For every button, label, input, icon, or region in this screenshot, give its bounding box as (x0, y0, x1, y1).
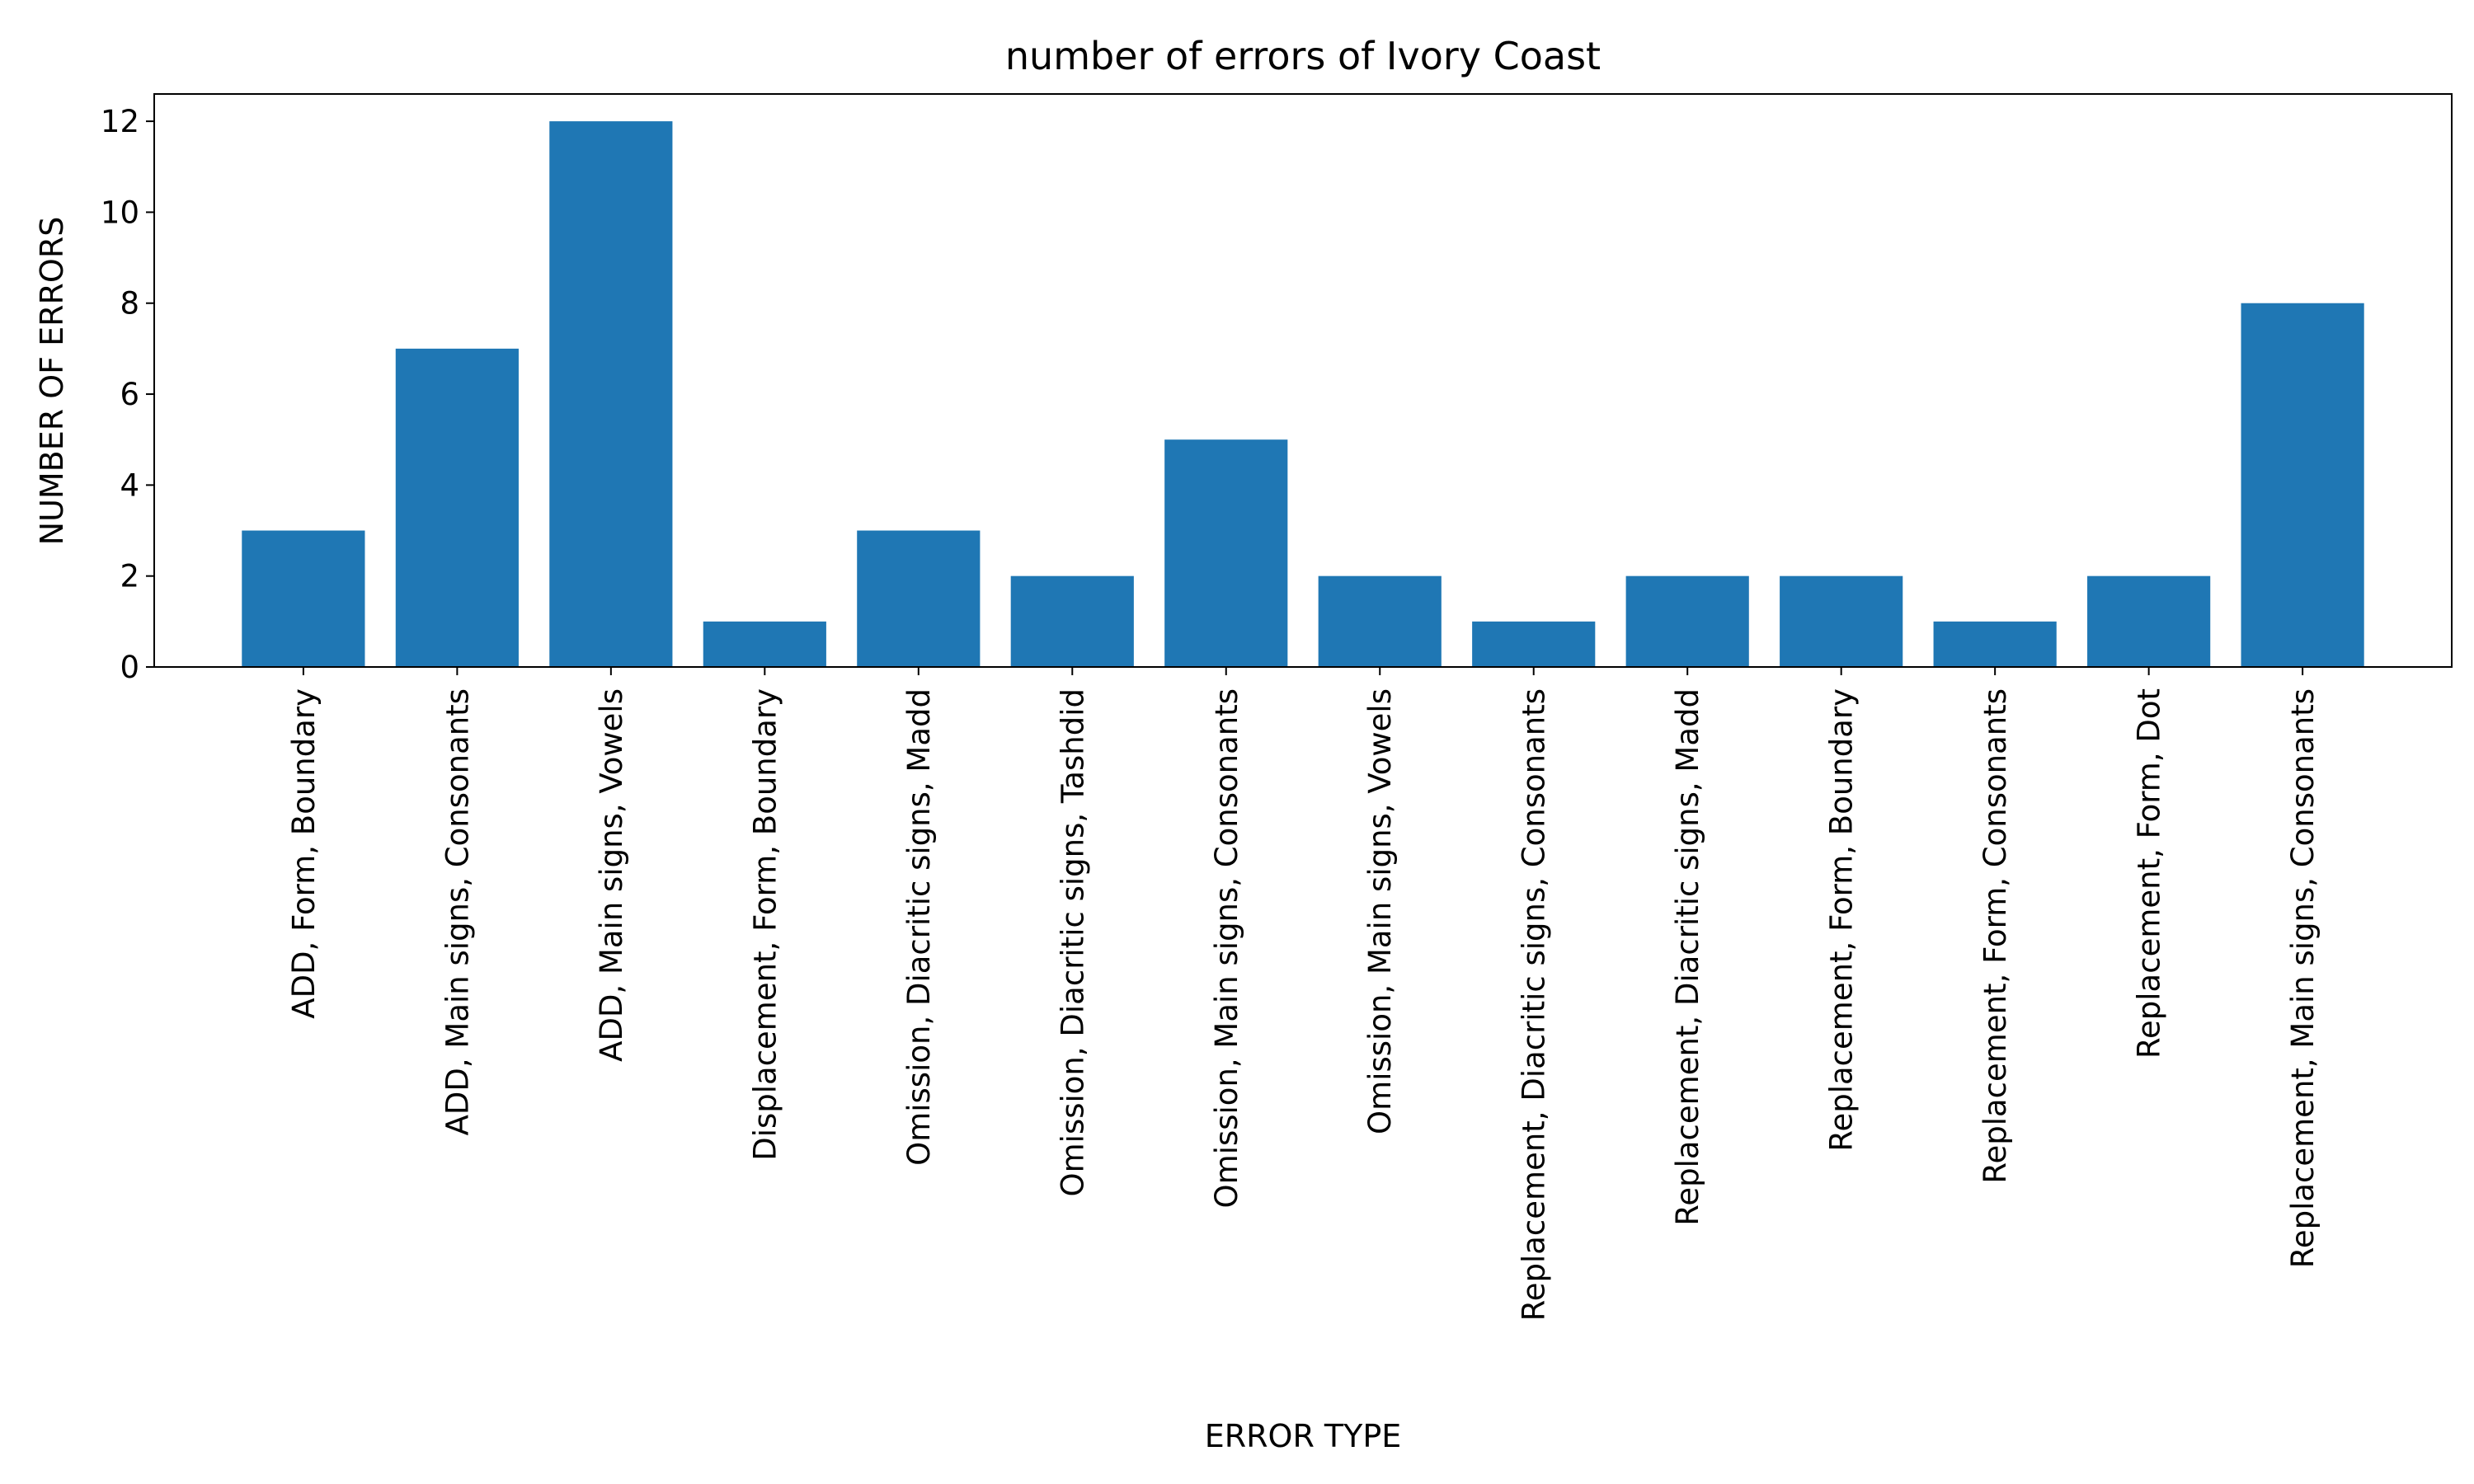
x-tick-label: Omission, Diacritic signs, Madd (901, 688, 937, 1166)
bar (1164, 439, 1288, 667)
x-tick-label: Replacement, Diacritic signs, Madd (1670, 688, 1705, 1226)
x-tick-label: Omission, Diacritic signs, Tashdid (1055, 688, 1090, 1196)
x-tick-label: Replacement, Main signs, Consonants (2285, 688, 2321, 1268)
x-tick-label: Replacement, Form, Consonants (1978, 688, 2013, 1184)
y-tick-label: 12 (101, 104, 139, 139)
y-tick-label: 4 (120, 467, 139, 503)
x-tick-label: Replacement, Form, Dot (2132, 688, 2167, 1059)
bar (1625, 575, 1749, 667)
plot-frame (153, 93, 2453, 668)
bar (857, 530, 981, 667)
x-tick-label: Displacement, Form, Boundary (747, 688, 783, 1161)
y-tick-label: 2 (120, 559, 139, 594)
bar (2241, 303, 2364, 667)
y-axis-label: NUMBER OF ERRORS (34, 217, 70, 546)
x-tick-label: Replacement, Diacritic signs, Consonants (1517, 688, 1552, 1321)
y-tick-label: 0 (120, 650, 139, 685)
bar (549, 121, 673, 668)
x-tick-label: Omission, Main signs, Vowels (1362, 688, 1398, 1134)
x-tick-label: Omission, Main signs, Consonants (1209, 688, 1244, 1208)
bar (1780, 575, 1903, 667)
y-tick-label: 6 (120, 377, 139, 412)
x-tick-label: ADD, Form, Boundary (286, 688, 322, 1019)
bar (703, 621, 826, 667)
bar (395, 348, 519, 667)
x-axis-label: ERROR TYPE (1205, 1418, 1402, 1454)
x-tick-label: Replacement, Form, Boundary (1824, 688, 1860, 1152)
plot-area: 0 2 4 6 8 10 12 ADD, Form, Boundary ADD, Main si… (101, 93, 2453, 1321)
bar (1933, 621, 2057, 667)
bar (1010, 575, 1134, 667)
bar (1472, 621, 1596, 667)
bar (242, 530, 365, 667)
chart-title: number of errors of Ivory Coast (1005, 34, 1601, 78)
y-tick-label: 10 (101, 195, 139, 230)
bar (2087, 575, 2211, 667)
bar (1318, 575, 1442, 667)
y-tick-label: 8 (120, 286, 139, 322)
x-tick-label: ADD, Main signs, Consonants (440, 688, 475, 1135)
x-tick-label: ADD, Main signs, Vowels (594, 688, 629, 1062)
